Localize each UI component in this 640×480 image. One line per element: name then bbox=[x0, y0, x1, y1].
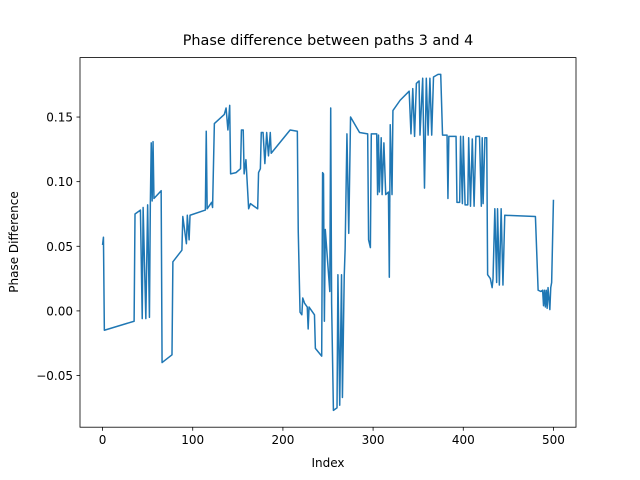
y-tick-label: 0.10 bbox=[46, 175, 73, 189]
chart-title: Phase difference between paths 3 and 4 bbox=[183, 33, 473, 49]
y-tick-label: 0.00 bbox=[46, 304, 73, 318]
x-tick-label: 400 bbox=[452, 433, 475, 447]
x-tick-label: 500 bbox=[542, 433, 565, 447]
x-tick-label: 300 bbox=[362, 433, 385, 447]
y-tick-label: 0.05 bbox=[46, 240, 73, 254]
x-tick-label: 0 bbox=[99, 433, 107, 447]
y-axis-label: Phase Difference bbox=[7, 191, 21, 293]
x-axis-label: Index bbox=[311, 456, 344, 470]
plot-frame bbox=[79, 57, 577, 428]
x-tick-label: 200 bbox=[271, 433, 294, 447]
x-tick-label: 100 bbox=[181, 433, 204, 447]
y-tick-label: 0.15 bbox=[46, 111, 73, 125]
data-line bbox=[101, 73, 555, 412]
y-tick-label: −0.05 bbox=[36, 369, 73, 383]
